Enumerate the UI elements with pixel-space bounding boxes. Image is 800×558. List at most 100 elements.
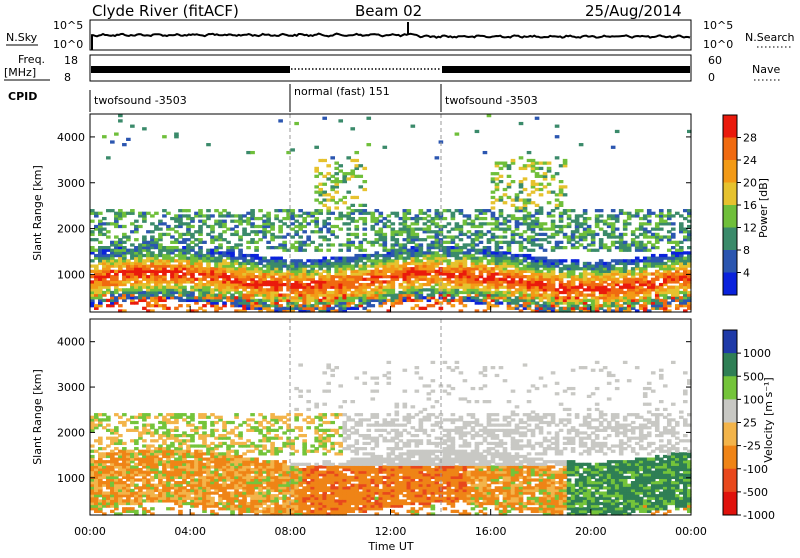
- power-cell: [162, 246, 167, 249]
- velocity-cell: [166, 471, 171, 474]
- power-cell: [407, 225, 412, 228]
- power-cell: [126, 249, 131, 252]
- power-cell: [467, 243, 472, 246]
- power-cell: [479, 280, 484, 283]
- velocity-cell: [126, 507, 131, 510]
- velocity-cell: [126, 450, 131, 453]
- power-cell: [238, 243, 243, 246]
- power-cell: [535, 301, 540, 304]
- power-cell: [679, 222, 684, 225]
- power-cell: [250, 222, 255, 225]
- power-cell: [142, 307, 147, 310]
- power-cell: [374, 230, 379, 233]
- velocity-cell: [158, 458, 163, 461]
- power-cell: [411, 125, 416, 128]
- power-cell: [527, 164, 532, 167]
- power-cell: [378, 212, 383, 215]
- power-cell: [226, 246, 231, 249]
- power-cell: [547, 201, 552, 204]
- power-cell: [150, 235, 155, 238]
- power-cell: [615, 267, 620, 270]
- power-cell: [623, 307, 628, 310]
- power-cell: [178, 241, 183, 244]
- power-cell: [635, 299, 640, 302]
- power-cell: [467, 214, 472, 217]
- power-cell: [138, 280, 143, 283]
- power-cell: [415, 286, 420, 289]
- power-cell: [411, 246, 416, 249]
- power-cell: [170, 246, 175, 249]
- power-cell: [226, 228, 231, 231]
- power-cell: [411, 228, 416, 231]
- power-cell: [350, 307, 355, 310]
- power-cell: [491, 196, 496, 199]
- power-cell: [615, 228, 620, 231]
- power-cell: [182, 299, 187, 302]
- power-cell: [190, 254, 195, 257]
- velocity-cell: [170, 442, 175, 445]
- power-cell: [162, 222, 167, 225]
- power-cell: [110, 291, 115, 294]
- velocity-cell: [166, 429, 171, 432]
- power-cell: [431, 275, 436, 278]
- power-cell: [407, 267, 412, 270]
- velocity-cell: [186, 416, 191, 419]
- power-cell: [503, 241, 508, 244]
- power-cell: [591, 249, 596, 252]
- power-cell: [567, 209, 572, 212]
- power-cell: [274, 214, 279, 217]
- power-cell: [282, 259, 287, 262]
- power-cell: [242, 214, 247, 217]
- power-cell: [358, 241, 363, 244]
- power-cell: [274, 246, 279, 249]
- power-cell: [142, 254, 147, 257]
- velocity-cell: [166, 507, 171, 510]
- power-cell: [579, 243, 584, 246]
- power-cell: [447, 246, 452, 249]
- power-cell: [667, 286, 672, 289]
- power-cell: [531, 257, 536, 260]
- power-cell: [395, 212, 400, 215]
- power-cell: [455, 275, 460, 278]
- power-cell: [427, 243, 432, 246]
- power-cell: [294, 122, 299, 125]
- power-cell: [218, 280, 223, 283]
- power-cell: [102, 222, 107, 225]
- power-cell: [499, 291, 504, 294]
- power-cell: [310, 259, 315, 262]
- power-cell: [683, 209, 688, 212]
- velocity-cell: [194, 426, 199, 429]
- power-cell: [358, 283, 363, 286]
- power-cell: [338, 198, 343, 201]
- power-cell: [174, 238, 179, 241]
- velocity-cell: [210, 465, 215, 468]
- power-cell: [495, 272, 500, 275]
- power-cell: [579, 291, 584, 294]
- power-cell: [559, 212, 564, 215]
- power-cell: [475, 249, 480, 252]
- velocity-cell: [102, 426, 107, 429]
- power-cell: [350, 291, 355, 294]
- power-cell: [282, 272, 287, 275]
- power-cell: [479, 257, 484, 260]
- power-cell: [611, 209, 616, 212]
- power-cell: [483, 209, 488, 212]
- power-cell: [463, 304, 468, 307]
- power-cell: [651, 299, 656, 302]
- power-cell: [202, 283, 207, 286]
- power-cell: [599, 238, 604, 241]
- power-cell: [631, 230, 636, 233]
- velocity-cell: [150, 439, 155, 442]
- power-cell: [314, 191, 319, 194]
- power-cell: [523, 188, 528, 191]
- power-cell: [547, 212, 552, 215]
- velocity-cell: [138, 458, 143, 461]
- power-cell: [262, 270, 267, 273]
- power-cell: [318, 272, 323, 275]
- power-cell: [198, 225, 203, 228]
- velocity-cell: [122, 499, 127, 502]
- power-cell: [362, 238, 367, 241]
- velocity-cell: [142, 499, 147, 502]
- cpid-label: CPID: [8, 90, 37, 103]
- velocity-cell: [154, 484, 159, 487]
